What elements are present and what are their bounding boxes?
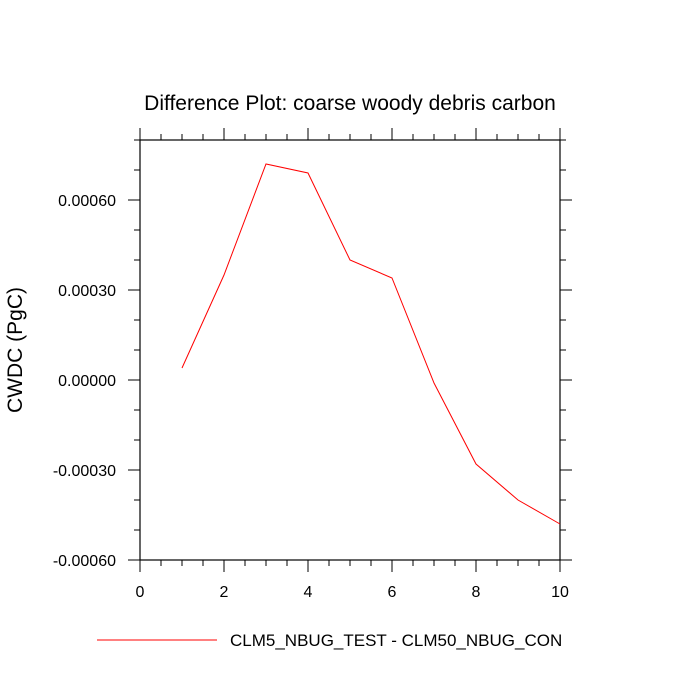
x-tick-label: 6 (388, 584, 397, 601)
chart-title: Difference Plot: coarse woody debris car… (144, 92, 556, 115)
axis-ticks (128, 128, 572, 572)
y-tick-label: -0.00060 (53, 553, 116, 570)
x-tick-label: 2 (220, 584, 229, 601)
y-tick-label: -0.00030 (53, 463, 116, 480)
y-tick-label: 0.00030 (58, 283, 116, 300)
series-line-0 (181, 163, 561, 525)
y-axis-label: CWDC (PgC) (4, 287, 27, 413)
plot-frame (139, 139, 561, 561)
x-tick-label: 8 (472, 584, 481, 601)
y-tick-label: 0.00060 (58, 193, 116, 210)
legend: CLM5_NBUG_TEST - CLM50_NBUG_CON (97, 631, 562, 650)
x-tick-label: 0 (136, 584, 145, 601)
y-tick-label: 0.00000 (58, 373, 116, 390)
x-tick-label: 4 (304, 584, 313, 601)
axis-tick-labels: 0 2 4 6 8 10 -0.00060 -0.00030 0.00000 0.00030 0.0… (53, 193, 569, 601)
legend-label: CLM5_NBUG_TEST - CLM50_NBUG_CON (230, 631, 562, 650)
series-layer (181, 163, 561, 525)
x-tick-label: 10 (551, 584, 569, 601)
